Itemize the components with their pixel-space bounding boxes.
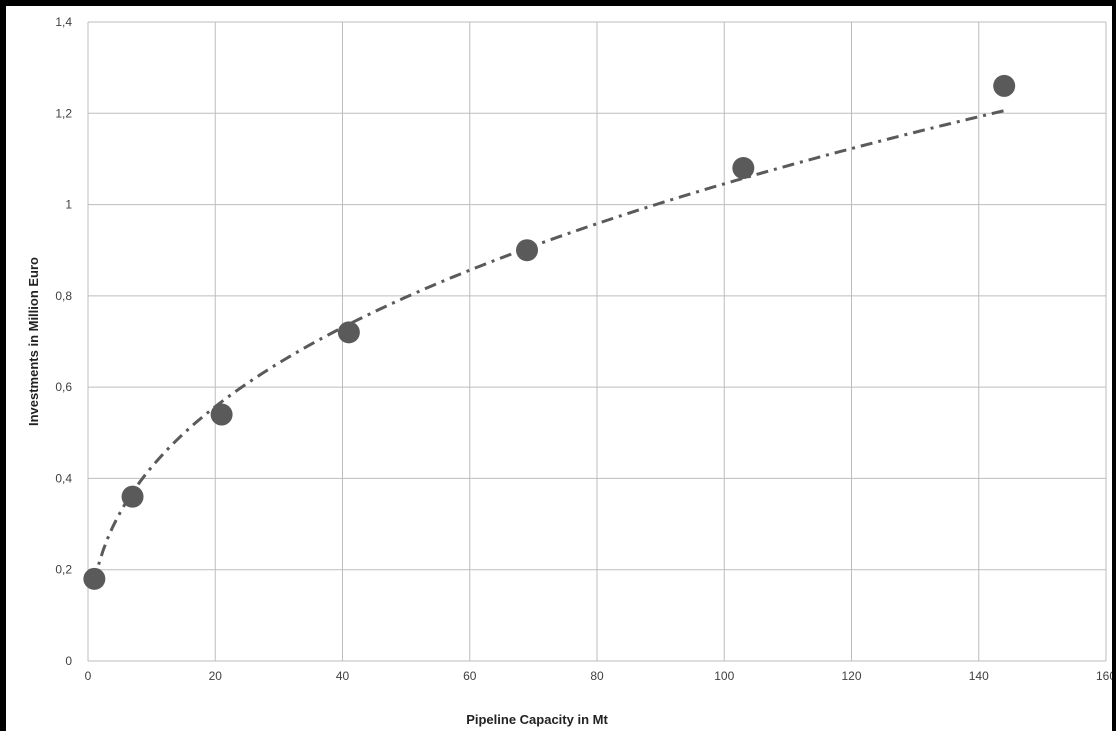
x-tick-label: 20: [209, 669, 223, 683]
data-point: [210, 403, 233, 426]
y-axis-label: Investments in Million Euro: [26, 257, 41, 426]
y-tick-label: 1,2: [55, 106, 72, 120]
y-tick-label: 1,4: [55, 15, 72, 29]
y-tick-label: 0,4: [55, 471, 72, 485]
y-tick-label: 1: [65, 198, 72, 212]
scatter-chart: 0 20 40 60 80 100 120 140 160 0 0,2 0,4 0,6 0,8 1 1,2 1…: [26, 15, 1112, 727]
trend-line: [92, 109, 1005, 583]
x-tick-labels: 0 20 40 60 80 100 120 140 160: [85, 669, 1112, 683]
data-point: [121, 485, 144, 508]
data-point: [337, 321, 360, 344]
y-tick-label: 0: [65, 654, 72, 668]
x-tick-label: 0: [85, 669, 92, 683]
x-tick-label: 80: [590, 669, 604, 683]
data-point: [516, 239, 539, 262]
data-point: [732, 157, 755, 180]
y-tick-label: 0,6: [55, 380, 72, 394]
y-tick-label: 0,8: [55, 289, 72, 303]
grid-lines: [87, 21, 1107, 662]
x-tick-label: 160: [1096, 669, 1112, 683]
data-points: [83, 74, 1016, 590]
x-tick-label: 120: [841, 669, 861, 683]
x-tick-label: 60: [463, 669, 477, 683]
y-tick-labels: 0 0,2 0,4 0,6 0,8 1 1,2 1,4: [55, 15, 72, 668]
y-tick-label: 0,2: [55, 563, 72, 577]
x-axis-label: Pipeline Capacity in Mt: [466, 712, 608, 727]
x-tick-label: 140: [969, 669, 989, 683]
data-point: [83, 567, 106, 590]
x-tick-label: 40: [336, 669, 350, 683]
data-point: [993, 74, 1016, 97]
x-tick-label: 100: [714, 669, 734, 683]
